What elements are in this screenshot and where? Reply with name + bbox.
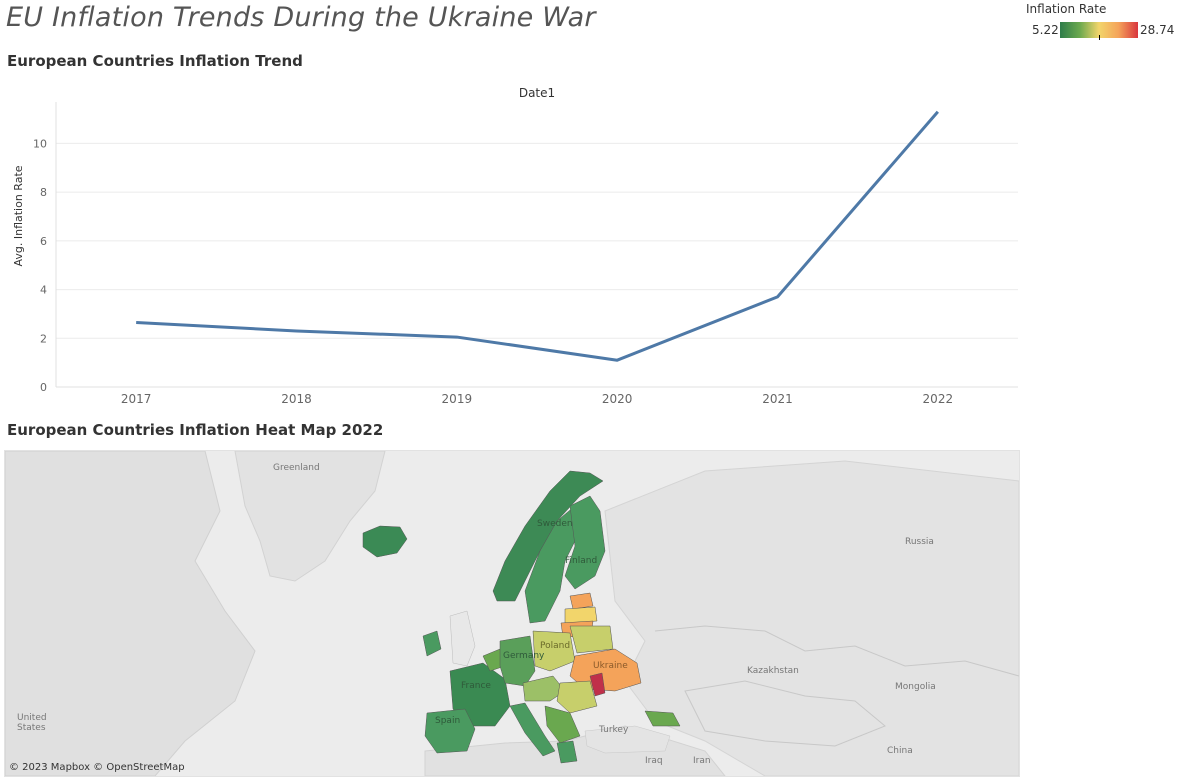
greenland-shape xyxy=(234,451,386,582)
map-canvas xyxy=(5,451,1019,776)
y-tick-label: 6 xyxy=(40,235,47,248)
label-russia: Russia xyxy=(905,537,934,547)
spain-shape xyxy=(424,708,476,754)
romania-shape xyxy=(556,680,598,714)
norway-shape xyxy=(492,470,604,602)
central-europe-shape xyxy=(522,675,566,702)
belarus-shape xyxy=(569,625,614,654)
label-iraq: Iraq xyxy=(645,756,663,766)
label-united-states: United States xyxy=(17,713,47,733)
italy-shape xyxy=(509,702,556,757)
trend-section-title: European Countries Inflation Trend xyxy=(7,52,303,70)
y-tick-label: 0 xyxy=(40,381,47,394)
y-tick-label: 10 xyxy=(33,137,47,150)
label-ukraine: Ukraine xyxy=(593,661,628,671)
data-point[interactable] xyxy=(614,357,620,363)
legend-gradient xyxy=(1060,22,1138,38)
north-america-shape xyxy=(5,451,256,776)
label-france: France xyxy=(461,681,491,691)
ukraine-shape xyxy=(569,648,642,692)
x-tick-label: 2019 xyxy=(442,392,473,406)
x-tick-label: 2017 xyxy=(121,392,152,406)
label-greenland: Greenland xyxy=(273,463,320,473)
germany-shape xyxy=(499,635,536,687)
heatmap-section-title: European Countries Inflation Heat Map 20… xyxy=(7,421,384,439)
y-tick-label: 8 xyxy=(40,186,47,199)
legend-marker xyxy=(1099,35,1100,40)
ireland-shape xyxy=(422,630,442,657)
balkans-shape xyxy=(544,705,581,744)
estonia-shape xyxy=(569,592,594,610)
sweden-shape xyxy=(524,505,581,624)
label-iran: Iran xyxy=(693,756,711,766)
kazakhstan-border xyxy=(684,680,886,747)
georgia-shape xyxy=(644,710,681,727)
uk-shape xyxy=(449,610,476,667)
x-tick-label: 2018 xyxy=(281,392,312,406)
y-axis-label: Avg. Inflation Rate xyxy=(12,165,25,266)
x-tick-label: 2020 xyxy=(602,392,633,406)
label-turkey: Turkey xyxy=(599,725,629,735)
europe-heat-map[interactable]: Greenland Russia Kazakhstan Mongolia Uni… xyxy=(4,450,1020,777)
map-attribution[interactable]: © 2023 Mapbox © OpenStreetMap xyxy=(9,762,185,773)
label-germany: Germany xyxy=(503,651,545,661)
legend-row: 5.22 28.74 xyxy=(1026,20,1176,40)
label-kazakhstan: Kazakhstan xyxy=(747,666,799,676)
data-point[interactable] xyxy=(775,294,781,300)
asia-shape xyxy=(604,460,1019,776)
data-point[interactable] xyxy=(294,328,300,334)
legend-title: Inflation Rate xyxy=(1026,2,1107,16)
poland-shape xyxy=(532,630,576,672)
label-finland: Finland xyxy=(565,556,598,566)
label-spain: Spain xyxy=(435,716,461,726)
line-chart: 0 2 4 6 8 10 2017 2018 2019 2020 2021 2022 Date1 Av… xyxy=(12,86,1018,406)
data-point[interactable] xyxy=(133,319,139,325)
color-legend: Inflation Rate 5.22 28.74 xyxy=(1026,2,1176,40)
series-line[interactable] xyxy=(136,110,939,362)
chart-title: Date1 xyxy=(519,86,555,100)
data-point[interactable] xyxy=(454,334,460,340)
finland-shape xyxy=(564,495,606,590)
russia-border xyxy=(654,625,1019,677)
moldova-shape xyxy=(589,672,606,697)
legend-min: 5.22 xyxy=(1032,23,1059,37)
label-china: China xyxy=(887,746,913,756)
latvia-shape xyxy=(564,606,598,624)
legend-max: 28.74 xyxy=(1140,23,1175,37)
turkey-shape xyxy=(584,725,671,754)
x-tick-label: 2021 xyxy=(762,392,793,406)
y-tick-label: 2 xyxy=(40,332,47,345)
label-sweden: Sweden xyxy=(537,519,573,529)
greece-shape xyxy=(556,740,578,764)
label-poland: Poland xyxy=(540,641,571,651)
label-mongolia: Mongolia xyxy=(895,682,936,692)
iceland-shape xyxy=(362,525,408,558)
x-tick-label: 2022 xyxy=(923,392,954,406)
dashboard-title: EU Inflation Trends During the Ukraine W… xyxy=(6,2,596,33)
data-point[interactable] xyxy=(935,109,941,115)
y-tick-label: 4 xyxy=(40,284,47,297)
